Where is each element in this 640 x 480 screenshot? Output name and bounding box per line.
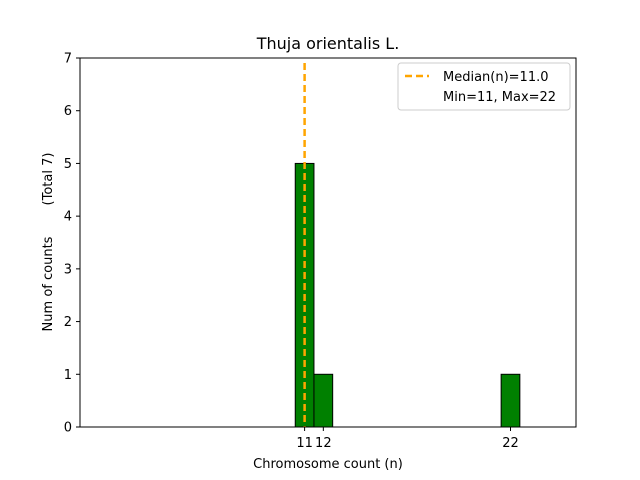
y-tick-label-3: 3 (64, 262, 72, 277)
x-axis-ticks: 11 12 22 (296, 427, 519, 451)
bar-22 (500, 373, 521, 428)
legend-box (397, 62, 571, 111)
bar-12 (313, 373, 334, 428)
x-axis-label: Chromosome count (n) (253, 457, 403, 472)
y-tick-label-6: 6 (64, 104, 72, 119)
y-tick-label-7: 7 (64, 52, 72, 67)
y-axis-total-note: (Total 7) (41, 153, 56, 206)
x-tick-label-22: 22 (502, 436, 519, 451)
bars (294, 162, 521, 428)
x-tick-label-12: 12 (315, 436, 332, 451)
y-tick-label-5: 5 (64, 157, 72, 172)
legend-entry-range: Min=11, Max=22 (443, 90, 556, 105)
legend-entry-median: Median(n)=11.0 (443, 70, 549, 85)
y-tick-label-1: 1 (64, 368, 72, 383)
legend: Median(n)=11.0 Min=11, Max=22 (397, 62, 571, 111)
y-tick-label-0: 0 (64, 421, 72, 436)
x-tick-label-11: 11 (296, 436, 313, 451)
y-tick-label-2: 2 (64, 315, 72, 330)
y-tick-label-4: 4 (64, 210, 72, 225)
y-axis-ticks: 0 1 2 3 4 5 6 7 (64, 52, 80, 436)
plot-frame (79, 57, 577, 428)
y-axis-label: Num of counts (41, 236, 56, 331)
chart-title: Thuja orientalis L. (256, 34, 400, 53)
